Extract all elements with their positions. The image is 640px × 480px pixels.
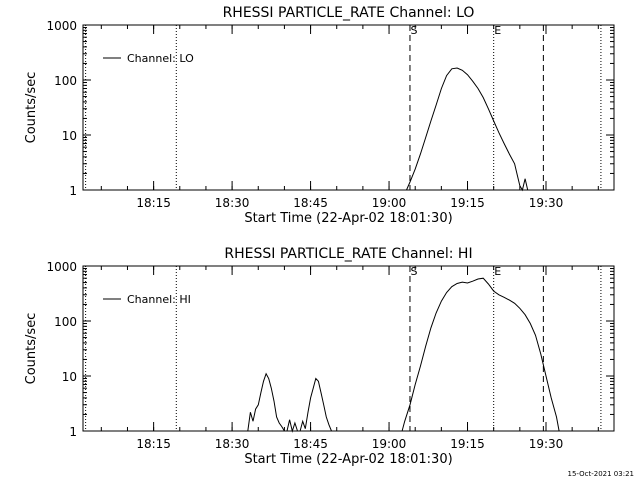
y-axis-label: Counts/sec bbox=[24, 72, 39, 144]
y-axis-label: Counts/sec bbox=[24, 313, 39, 385]
hi-channel-panel: RHESSI PARTICLE_RATE Channel: HI 1 10 100 10… bbox=[24, 246, 615, 467]
legend-label: Channel: LO bbox=[127, 52, 194, 65]
plot-timestamp: 15-Oct-2021 03:21 bbox=[567, 470, 634, 478]
chart-title: RHESSI PARTICLE_RATE Channel: LO bbox=[223, 5, 475, 21]
x-axis-label: Start Time (22-Apr-02 18:01:30) bbox=[244, 211, 452, 226]
y-tick-label: 1000 bbox=[46, 260, 77, 274]
x-tick-label: 18:45 bbox=[293, 196, 328, 210]
y-tick-label: 10 bbox=[62, 370, 77, 384]
time-marker-label: E bbox=[494, 265, 501, 278]
lo-channel-panel: RHESSI PARTICLE_RATE Channel: LO 1 10 100 10… bbox=[24, 5, 615, 226]
time-marker-label: E bbox=[494, 24, 501, 37]
x-tick-label: 19:15 bbox=[450, 196, 485, 210]
x-axis-label: Start Time (22-Apr-02 18:01:30) bbox=[244, 452, 452, 467]
x-tick-label: 18:45 bbox=[293, 437, 328, 451]
y-tick-label: 100 bbox=[54, 315, 77, 329]
data-series-line bbox=[406, 67, 529, 192]
data-series-line bbox=[299, 377, 332, 432]
y-tick-label: 1000 bbox=[46, 19, 77, 33]
y-tick-label: 1 bbox=[69, 184, 77, 198]
x-tick-label: 19:00 bbox=[372, 196, 407, 210]
plot-frame bbox=[82, 24, 615, 191]
x-tick-label: 18:30 bbox=[215, 437, 250, 451]
x-tick-label: 18:30 bbox=[215, 196, 250, 210]
x-tick-label: 19:00 bbox=[372, 437, 407, 451]
x-tick-label: 18:15 bbox=[136, 196, 171, 210]
chart-title: RHESSI PARTICLE_RATE Channel: HI bbox=[224, 246, 472, 262]
legend-label: Channel: HI bbox=[127, 293, 191, 306]
y-tick-label: 100 bbox=[54, 74, 77, 88]
y-tick-label: 10 bbox=[62, 129, 77, 143]
x-tick-label: 19:30 bbox=[529, 437, 564, 451]
plot-frame bbox=[82, 265, 615, 432]
data-series-line bbox=[401, 277, 560, 432]
time-marker-label: S bbox=[410, 24, 417, 37]
data-series-line bbox=[286, 419, 298, 433]
x-tick-label: 19:15 bbox=[450, 437, 485, 451]
y-tick-label: 1 bbox=[69, 425, 77, 439]
x-tick-label: 18:15 bbox=[136, 437, 171, 451]
data-series-line bbox=[247, 372, 285, 432]
x-tick-label: 19:30 bbox=[529, 196, 564, 210]
time-marker-label: S bbox=[410, 265, 417, 278]
